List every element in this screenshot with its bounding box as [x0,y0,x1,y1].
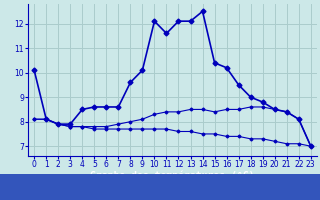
X-axis label: Graphe des températures (°C): Graphe des températures (°C) [90,171,255,181]
